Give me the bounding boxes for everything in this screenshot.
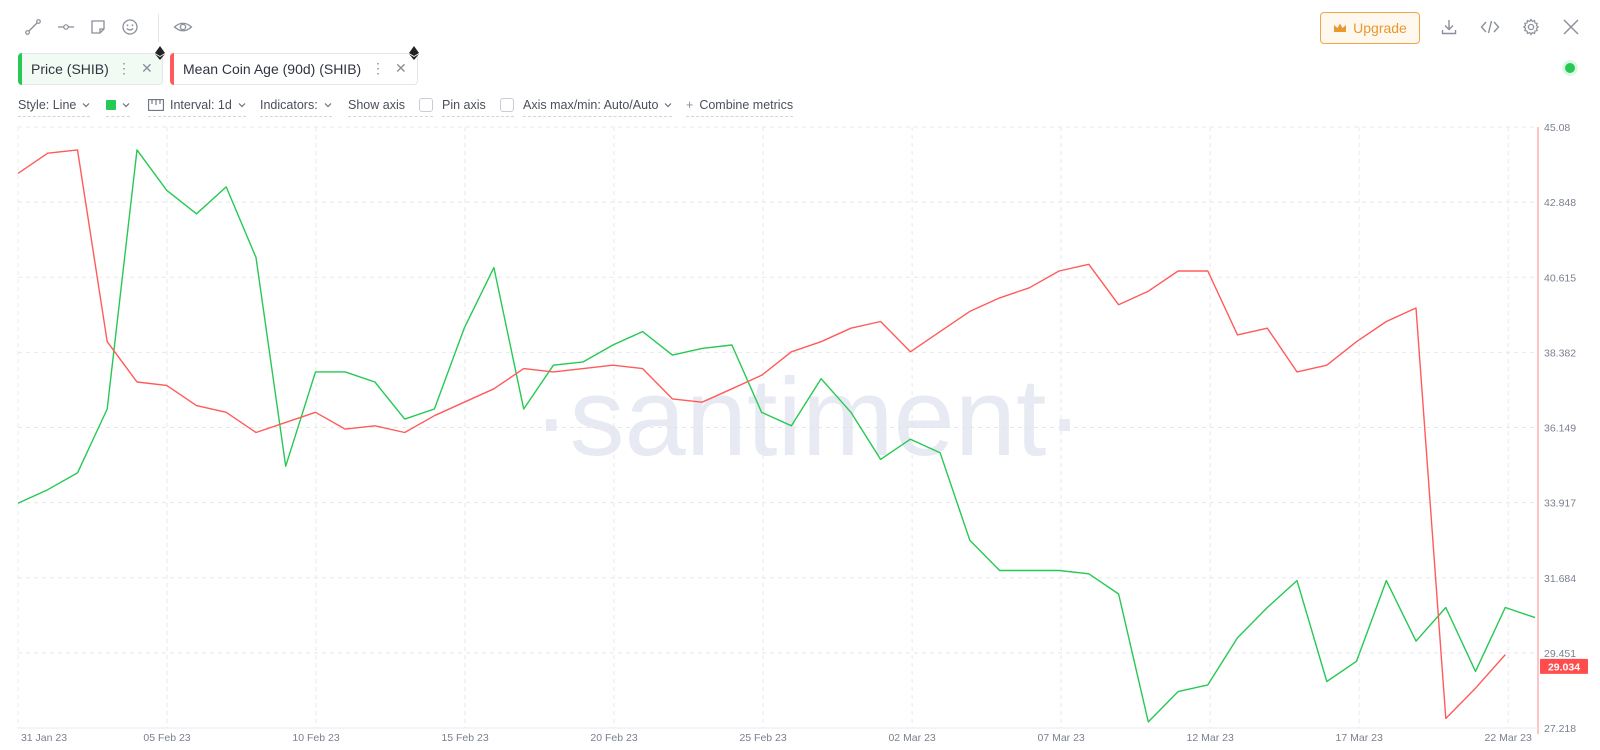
y-tick-label: 36.149 xyxy=(1544,423,1576,435)
metric-color-bar xyxy=(18,53,22,85)
last-value-label: 29.034 xyxy=(1548,661,1580,673)
download-icon[interactable] xyxy=(1436,14,1462,40)
ethereum-icon xyxy=(155,46,165,60)
last-value-badge xyxy=(1540,658,1588,674)
chevron-down-icon xyxy=(238,102,246,107)
metric-color-bar xyxy=(170,53,174,85)
y-tick-label: 29.451 xyxy=(1544,648,1576,660)
x-tick-label: 20 Feb 23 xyxy=(590,732,637,744)
indicators-label: Indicators: xyxy=(260,97,318,112)
pin-axis-checkbox[interactable] xyxy=(499,97,514,112)
x-tick-label: 15 Feb 23 xyxy=(441,732,488,744)
chart-axes: 31 Jan 23 05 Feb 23 10 Feb 23 15 Feb 23 20 F… xyxy=(18,122,1588,744)
live-status-dot xyxy=(1565,63,1575,73)
x-tick-label: 31 Jan 23 xyxy=(21,732,67,744)
combine-metrics-label: Combine metrics xyxy=(699,97,794,112)
metric-chip-label: Price (SHIB) xyxy=(31,61,109,77)
line-draw-icon[interactable] xyxy=(20,14,46,40)
series-line-mean-coin-age xyxy=(17,149,1506,720)
upgrade-label: Upgrade xyxy=(1353,20,1407,36)
chart-toolbar: Upgrade xyxy=(0,0,1600,52)
y-tick-label: 40.615 xyxy=(1544,272,1576,284)
chevron-down-icon xyxy=(122,102,130,107)
eye-icon[interactable] xyxy=(170,14,196,40)
indicators-selector[interactable]: Indicators: xyxy=(260,93,332,117)
chevron-down-icon xyxy=(324,102,332,107)
ethereum-icon xyxy=(409,46,419,60)
series-line-price xyxy=(17,149,1536,723)
show-axis-checkbox[interactable] xyxy=(418,97,433,112)
chevron-down-icon xyxy=(665,102,672,107)
embed-code-icon[interactable] xyxy=(1477,14,1503,40)
note-icon[interactable] xyxy=(85,14,111,40)
axis-minmax-selector[interactable]: Axis max/min: Auto/Auto xyxy=(523,93,673,117)
x-tick-label: 22 Mar 23 xyxy=(1485,732,1532,744)
y-tick-label: 27.218 xyxy=(1544,723,1576,735)
y-tick-label: 33.917 xyxy=(1544,498,1576,510)
gear-icon[interactable] xyxy=(1518,14,1544,40)
x-tick-label: 12 Mar 23 xyxy=(1187,732,1234,744)
metric-chip-mean-coin-age[interactable]: Mean Coin Age (90d) (SHIB) ⋮ ✕ xyxy=(170,46,419,85)
x-tick-label: 25 Feb 23 xyxy=(739,732,786,744)
pin-axis-label: Pin axis xyxy=(442,97,486,112)
metric-chip-label: Mean Coin Age (90d) (SHIB) xyxy=(183,61,362,77)
close-icon[interactable] xyxy=(1558,14,1584,40)
toolbar-divider xyxy=(158,14,159,42)
y-tick-label: 42.848 xyxy=(1544,197,1576,209)
style-label: Style: Line xyxy=(18,97,77,112)
y-tick-label: 31.684 xyxy=(1544,573,1576,585)
santiment-watermark: ·santiment· xyxy=(533,356,1083,479)
crown-icon xyxy=(1334,23,1347,32)
horizontal-ray-icon[interactable] xyxy=(53,14,79,40)
remove-metric-icon[interactable]: ✕ xyxy=(395,60,407,76)
style-selector[interactable]: Style: Line xyxy=(18,93,91,117)
color-selector[interactable] xyxy=(106,93,130,117)
ruler-icon xyxy=(148,98,164,111)
color-swatch xyxy=(106,99,116,110)
interval-selector[interactable]: Interval: 1d xyxy=(148,93,246,117)
interval-label: Interval: 1d xyxy=(170,97,232,112)
metric-chip-price[interactable]: Price (SHIB) ⋮ ✕ xyxy=(18,46,165,85)
upgrade-button[interactable]: Upgrade xyxy=(1320,12,1420,44)
x-tick-label: 07 Mar 23 xyxy=(1037,732,1084,744)
chevron-down-icon xyxy=(82,102,90,107)
y-tick-label: 45.08 xyxy=(1544,122,1570,134)
plus-icon: + xyxy=(686,97,694,112)
x-tick-label: 17 Mar 23 xyxy=(1336,732,1383,744)
x-tick-label: 05 Feb 23 xyxy=(143,732,190,744)
remove-metric-icon[interactable]: ✕ xyxy=(141,60,153,76)
combine-metrics-button[interactable]: + Combine metrics xyxy=(686,93,794,117)
chart-series xyxy=(17,149,1536,723)
axis-minmax-label: Axis max/min: Auto/Auto xyxy=(523,97,659,112)
more-options-icon[interactable]: ⋮ xyxy=(371,60,385,76)
x-tick-label: 02 Mar 23 xyxy=(888,732,935,744)
y-tick-label: 38.382 xyxy=(1544,347,1576,359)
show-axis-label: Show axis xyxy=(348,97,405,112)
x-tick-label: 10 Feb 23 xyxy=(292,732,339,744)
more-options-icon[interactable]: ⋮ xyxy=(117,60,131,76)
emoji-icon[interactable] xyxy=(117,14,143,40)
pin-axis-toggle[interactable]: Pin axis xyxy=(442,93,514,117)
show-axis-toggle[interactable]: Show axis xyxy=(348,93,433,117)
